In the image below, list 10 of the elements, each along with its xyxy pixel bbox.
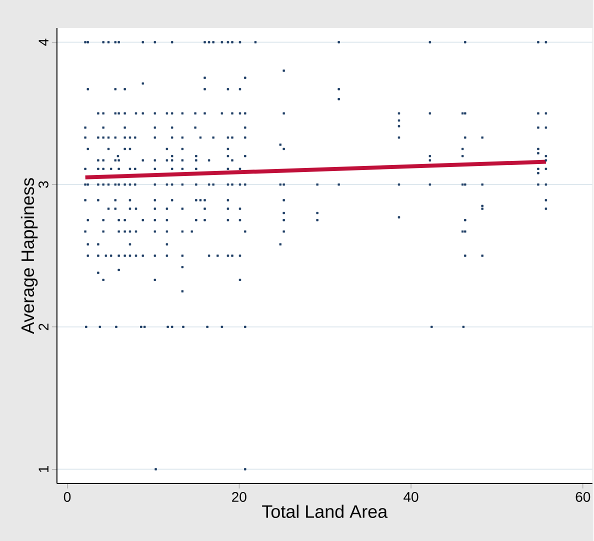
y-tick-label: 3 [38, 181, 48, 188]
x-tick-label: 60 [576, 492, 590, 502]
y-axis-title: Average Happiness [20, 178, 38, 334]
y-tick-label: 1 [38, 466, 48, 472]
x-axis-title: Total Land Area [262, 504, 388, 518]
x-tick-label: 20 [232, 492, 246, 502]
x-tick-label: 40 [404, 492, 418, 502]
x-tick-label: 0 [64, 492, 71, 502]
y-tick-label: 4 [38, 38, 48, 46]
y-tick-label: 2 [38, 323, 48, 330]
